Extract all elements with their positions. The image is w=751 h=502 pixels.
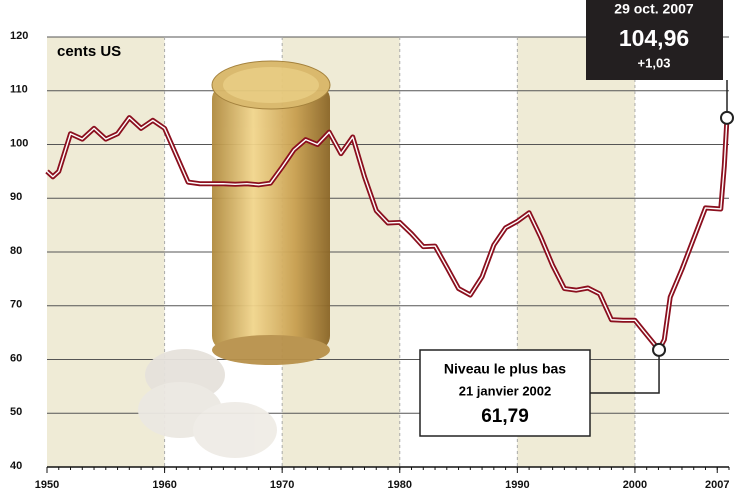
- y-tick-label: 40: [10, 460, 22, 472]
- page: {"chart_data": {"type": "line", "unit_la…: [0, 0, 751, 502]
- last-date: 29 oct. 2007: [614, 1, 694, 17]
- y-tick-label: 120: [10, 30, 28, 42]
- x-tick-label: 2007: [705, 479, 729, 491]
- chart: 40 50 60 70 80 90 100 110 120 1950 1960 1970 1980 199…: [0, 0, 751, 502]
- y-tick-label: 60: [10, 352, 22, 364]
- last-callout: 29 oct. 2007 104,96 +1,03: [586, 0, 723, 80]
- y-tick-label: 100: [10, 137, 28, 149]
- low-date: 21 janvier 2002: [459, 383, 552, 398]
- y-tick-label: 50: [10, 406, 22, 418]
- x-tick-label: 1960: [152, 479, 176, 491]
- low-callout: Niveau le plus bas 21 janvier 2002 61,79: [420, 350, 590, 436]
- last-value-label: 104,96: [619, 25, 689, 51]
- x-tick-label: 1990: [505, 479, 529, 491]
- y-tick-label: 90: [10, 191, 22, 203]
- unit-label: cents US: [57, 43, 121, 60]
- last-marker: [721, 112, 733, 124]
- x-tick-label: 1980: [388, 479, 412, 491]
- y-tick-label: 110: [10, 84, 28, 96]
- x-tick-label: 2000: [623, 479, 647, 491]
- y-tick-label: 70: [10, 299, 22, 311]
- x-tick-label: 1950: [35, 479, 59, 491]
- x-tick-label: 1970: [270, 479, 294, 491]
- low-title: Niveau le plus bas: [444, 361, 566, 377]
- low-value-label: 61,79: [481, 406, 529, 427]
- y-tick-label: 80: [10, 245, 22, 257]
- last-change: +1,03: [638, 55, 671, 70]
- low-marker: [653, 344, 665, 356]
